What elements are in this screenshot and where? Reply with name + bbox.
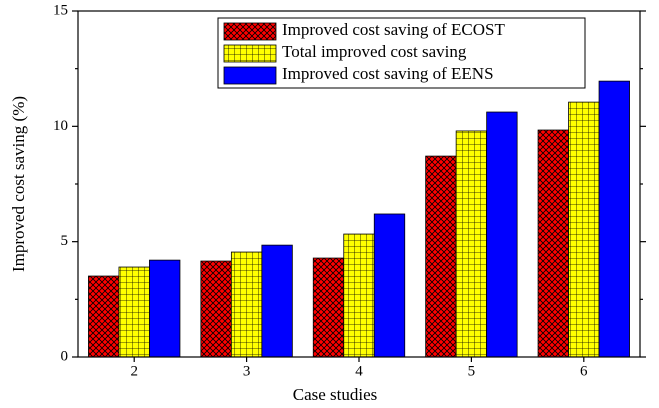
legend-box — [217, 17, 586, 89]
y-tick-label: 5 — [61, 233, 69, 249]
bar — [598, 80, 630, 358]
x-tick-label: 3 — [243, 363, 251, 379]
y-tick-label: 15 — [53, 2, 68, 18]
plot-frame — [77, 10, 641, 358]
y-axis-label: Improved cost saving (%) — [9, 96, 28, 272]
y-tick-label: 0 — [61, 348, 69, 364]
legend-label: Improved cost saving of EENS — [282, 64, 494, 83]
bar — [343, 233, 375, 358]
bar — [455, 130, 488, 358]
bar — [537, 129, 569, 358]
x-tick-label: 5 — [468, 363, 476, 379]
y-tick-label: 10 — [53, 118, 68, 134]
bar — [568, 101, 600, 358]
bar — [230, 251, 263, 358]
bar — [312, 257, 345, 358]
legend-label: Total improved cost saving — [282, 42, 467, 61]
legend-swatch — [223, 44, 277, 63]
bar — [88, 275, 120, 358]
bar — [425, 155, 457, 358]
bar — [200, 260, 232, 358]
bar — [373, 213, 406, 358]
bar — [149, 259, 181, 358]
x-tick-label: 2 — [130, 363, 138, 379]
bar — [261, 244, 293, 358]
bar — [486, 111, 518, 358]
bar — [118, 266, 150, 358]
legend-swatch — [223, 22, 277, 41]
x-tick-label: 4 — [355, 363, 363, 379]
x-axis-label: Case studies — [293, 385, 378, 404]
legend-swatch — [223, 66, 277, 85]
legend-label: Improved cost saving of ECOST — [282, 20, 505, 39]
x-tick-label: 6 — [580, 363, 588, 379]
